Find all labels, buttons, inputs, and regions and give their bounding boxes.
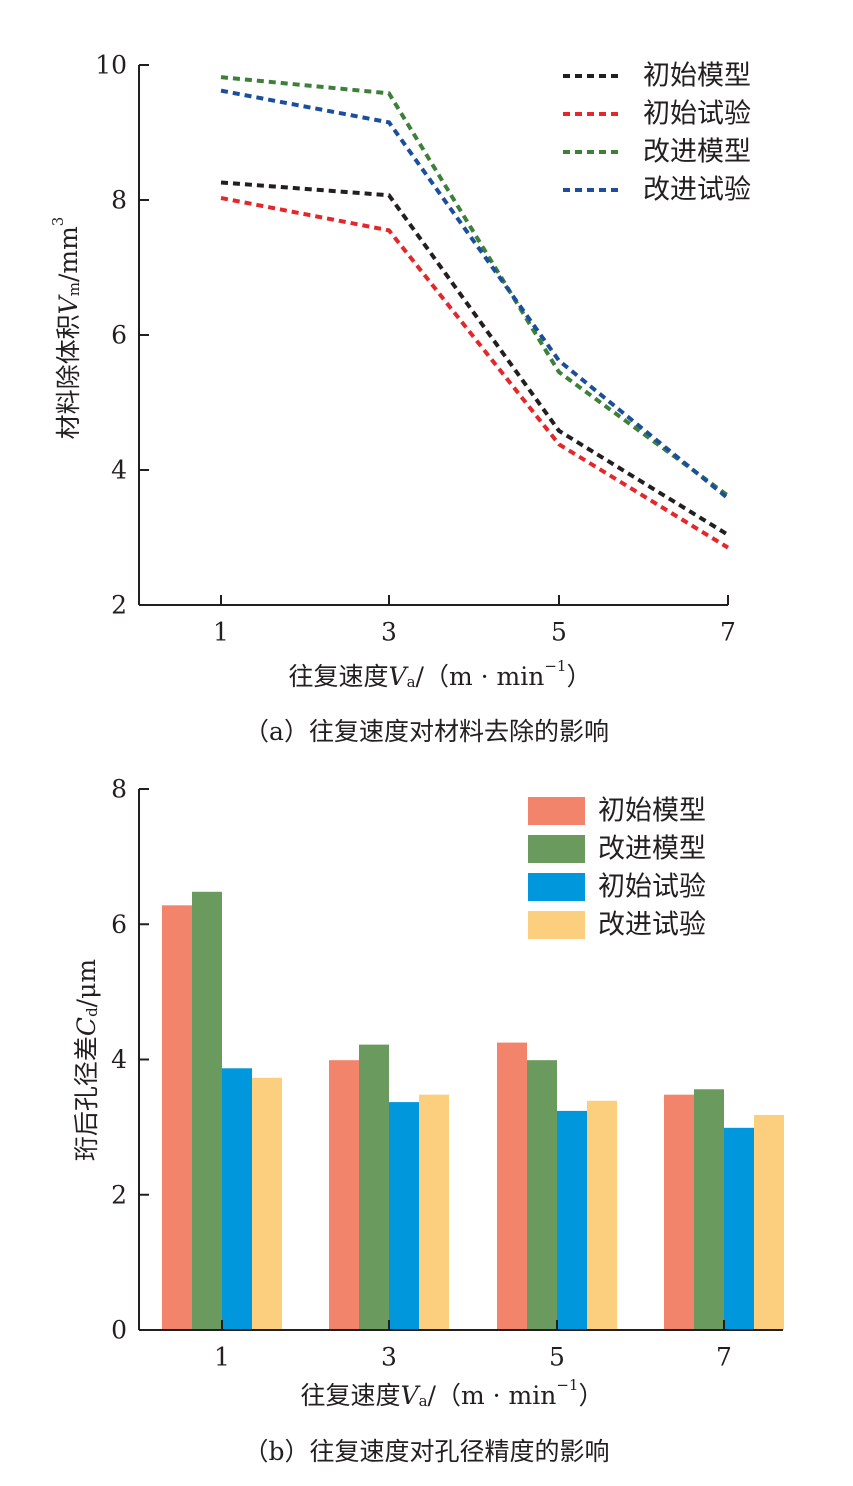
y-axis-label-a: 材料除体积Vm/mm3 <box>49 217 83 440</box>
y-axis-label-b: 珩后孔径差Cd/μm <box>72 959 102 1161</box>
bar-1-2 <box>192 891 222 1330</box>
legend-swatch-b-3 <box>528 873 585 901</box>
legend-swatch-b-2 <box>528 835 585 863</box>
bar-3-1 <box>329 1060 359 1330</box>
series-line-a-2 <box>220 196 730 550</box>
chart-material-removal: 2 4 6 8 10 1 3 5 7 材料除体积Vm/mm3 往复速度Va/（m · min−1） 初… <box>49 51 751 692</box>
bar-3-4 <box>419 1094 449 1330</box>
y-tick-label-a: 6 <box>111 321 127 350</box>
bar-5-3 <box>557 1110 587 1330</box>
y-tick-label-a: 4 <box>111 456 127 485</box>
y-tick-label-b: 8 <box>111 775 127 804</box>
legend-swatch-b-4 <box>528 911 585 939</box>
legend-swatch-b-1 <box>528 797 585 825</box>
bar-7-1 <box>664 1094 694 1330</box>
x-tick-label-a: 7 <box>720 618 736 647</box>
bar-3-2 <box>359 1044 389 1330</box>
x-tick-label-a: 5 <box>551 618 567 647</box>
bar-7-2 <box>694 1089 724 1330</box>
caption-a: （a）往复速度对材料去除的影响 <box>244 717 609 746</box>
y-tick-label-a: 8 <box>111 186 127 215</box>
series-line-a-4 <box>220 88 730 500</box>
x-tick-label-b: 5 <box>549 1343 565 1372</box>
bar-1-4 <box>252 1077 282 1330</box>
legend-label-a-3: 改进模型 <box>643 137 751 168</box>
x-axis-label-a: 往复速度Va/（m · min−1） <box>289 657 592 691</box>
x-tick-label-b: 3 <box>381 1343 397 1372</box>
x-axis-label-b: 往复速度Va/（m · min−1） <box>301 1376 604 1410</box>
y-tick-label-a: 10 <box>95 51 127 80</box>
legend-label-b-4: 改进试验 <box>598 910 706 941</box>
chart-bore-difference: 0 2 4 6 8 1 3 5 7 珩后孔径差Cd/μm 往复速度Va/（m · min−1） 初始模… <box>72 775 784 1410</box>
y-tick-label-b: 0 <box>111 1316 127 1345</box>
series-line-a-3 <box>220 75 730 498</box>
y-tick-label-a: 2 <box>111 591 127 620</box>
series-line-a-1 <box>220 180 730 537</box>
x-tick-label-a: 1 <box>213 618 229 647</box>
bar-7-4 <box>754 1114 784 1330</box>
bar-1-3 <box>222 1068 252 1330</box>
x-tick-label-a: 3 <box>381 618 397 647</box>
legend-label-a-2: 初始试验 <box>643 99 751 130</box>
bar-7-3 <box>724 1127 754 1330</box>
bar-1-1 <box>162 905 192 1330</box>
caption-b: （b）往复速度对孔径精度的影响 <box>243 1437 610 1466</box>
bar-5-2 <box>527 1060 557 1330</box>
bar-5-4 <box>587 1100 617 1330</box>
bar-3-3 <box>389 1102 419 1330</box>
legend-label-b-1: 初始模型 <box>598 796 706 827</box>
y-tick-label-b: 6 <box>111 910 127 939</box>
bar-5-1 <box>497 1042 527 1330</box>
legend-label-b-2: 改进模型 <box>598 834 706 865</box>
legend-label-a-4: 改进试验 <box>643 175 751 206</box>
y-tick-label-b: 2 <box>111 1180 127 1209</box>
legend-label-a-1: 初始模型 <box>643 61 751 92</box>
legend-label-b-3: 初始试验 <box>598 872 706 903</box>
y-tick-label-b: 4 <box>111 1045 127 1074</box>
x-tick-label-b: 1 <box>214 1343 230 1372</box>
x-tick-label-b: 7 <box>716 1343 732 1372</box>
